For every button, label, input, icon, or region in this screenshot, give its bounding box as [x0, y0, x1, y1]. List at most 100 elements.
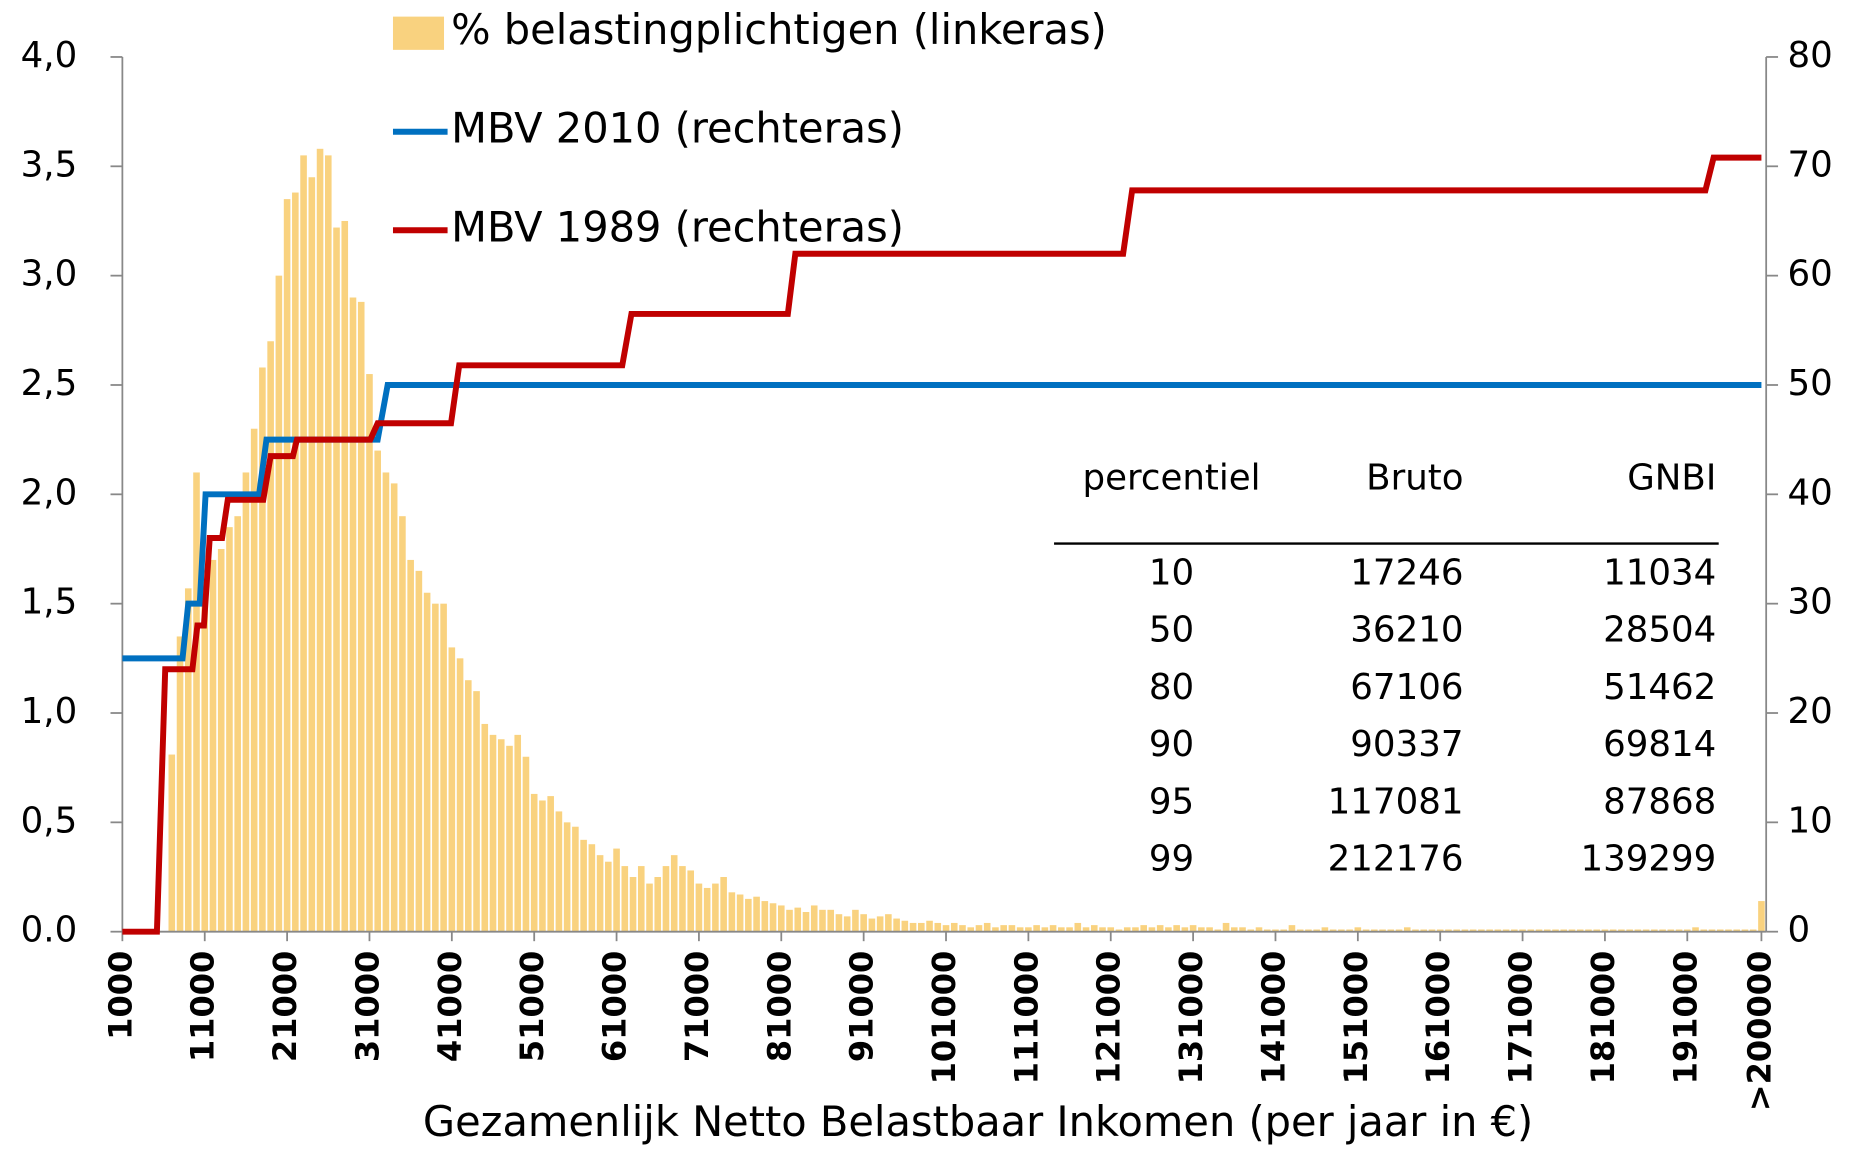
- bar: [860, 914, 867, 932]
- bar: [555, 811, 563, 932]
- bar: [407, 559, 414, 932]
- table-header: GNBI: [1627, 457, 1716, 498]
- x-axis-label: Gezamenlijk Netto Belastbaar Inkomen (pe…: [423, 1097, 1533, 1146]
- table-cell: 10: [1149, 552, 1194, 593]
- bar: [1486, 929, 1493, 932]
- x-tick-label: 191000: [1666, 951, 1704, 1085]
- bar: [827, 909, 835, 932]
- bar: [1280, 929, 1288, 932]
- table-cell: 51462: [1603, 667, 1716, 708]
- x-tick-label: 111000: [1007, 951, 1045, 1085]
- bar: [473, 691, 480, 932]
- bar: [1231, 927, 1238, 932]
- line: [122, 382, 1762, 662]
- bar: [1016, 927, 1024, 932]
- bar: [1082, 927, 1090, 932]
- x-tick-label: 21000: [266, 951, 304, 1062]
- bar: [1115, 929, 1123, 932]
- x-tick-label: 11000: [184, 951, 222, 1062]
- table-cell: 90337: [1350, 724, 1463, 765]
- table-cell: 117081: [1328, 781, 1464, 822]
- bar: [1107, 927, 1115, 932]
- bar: [1543, 929, 1551, 932]
- bar: [415, 570, 423, 932]
- bar: [1642, 929, 1650, 932]
- bar: [456, 658, 464, 932]
- x-tick-label: 131000: [1172, 951, 1210, 1085]
- y2-tick-label: 10: [1788, 800, 1833, 841]
- bar: [605, 861, 612, 932]
- bar: [687, 870, 694, 932]
- bar: [745, 898, 752, 932]
- bar: [637, 866, 645, 932]
- bar: [440, 603, 447, 932]
- bar: [184, 588, 192, 932]
- bar: [374, 450, 381, 932]
- bar: [885, 914, 892, 932]
- bar: [942, 925, 950, 932]
- bar: [333, 227, 340, 932]
- legend-label: % belastingplichtigen (linkeras): [451, 5, 1107, 54]
- x-tick-label: 91000: [843, 951, 881, 1062]
- table-cell: 69814: [1603, 724, 1716, 765]
- bar: [712, 883, 719, 932]
- y2-tick-label: 30: [1788, 582, 1833, 623]
- y2-tick-label: 0: [1788, 910, 1811, 951]
- bar: [621, 866, 629, 932]
- bar: [1288, 925, 1296, 932]
- table-cell: 50: [1149, 610, 1194, 651]
- bar: [967, 927, 975, 932]
- bar: [1387, 929, 1395, 932]
- bar: [209, 559, 217, 932]
- bar: [522, 756, 530, 932]
- bar: [1255, 927, 1263, 932]
- bar: [1272, 929, 1279, 932]
- bar: [572, 826, 579, 932]
- bar: [539, 800, 546, 932]
- y2-tick-label: 50: [1788, 363, 1833, 404]
- bar: [1123, 927, 1131, 932]
- x-tick-label: 161000: [1419, 951, 1457, 1085]
- bar: [1173, 925, 1180, 932]
- bar: [275, 275, 283, 932]
- bar: [382, 472, 390, 932]
- bar: [1618, 929, 1625, 932]
- table-cell: 36210: [1350, 610, 1463, 651]
- bar: [1700, 929, 1708, 932]
- bar: [563, 822, 571, 932]
- bar: [1362, 929, 1370, 932]
- bar: [1305, 929, 1312, 932]
- bar: [1338, 929, 1345, 932]
- bar: [1634, 929, 1642, 932]
- bar: [1148, 927, 1156, 932]
- bar: [1461, 929, 1469, 932]
- x-tick-label: 121000: [1090, 951, 1128, 1085]
- bar: [1354, 927, 1362, 932]
- bar: [1453, 929, 1460, 932]
- bar: [201, 581, 209, 932]
- bar: [1222, 922, 1230, 932]
- bar: [234, 516, 241, 932]
- bar: [983, 922, 991, 932]
- x-tick-label: 41000: [431, 951, 469, 1062]
- bar: [786, 909, 793, 932]
- bar: [283, 199, 291, 932]
- bar: [324, 155, 332, 932]
- bar: [1535, 929, 1543, 932]
- legend-label: MBV 1989 (rechteras): [451, 202, 904, 251]
- bar: [1428, 929, 1436, 932]
- bar: [308, 177, 316, 932]
- bar: [868, 918, 876, 932]
- bar: [613, 848, 620, 932]
- bar: [1346, 929, 1353, 932]
- bar: [1420, 929, 1428, 932]
- bar: [1684, 929, 1691, 932]
- bar: [720, 877, 727, 932]
- bar: [670, 855, 678, 932]
- y-tick-label: 1,0: [21, 691, 78, 732]
- bar: [357, 301, 365, 932]
- y2-tick-label: 80: [1788, 35, 1833, 76]
- bar: [1469, 929, 1477, 932]
- bar: [366, 374, 373, 932]
- bar: [1502, 929, 1510, 932]
